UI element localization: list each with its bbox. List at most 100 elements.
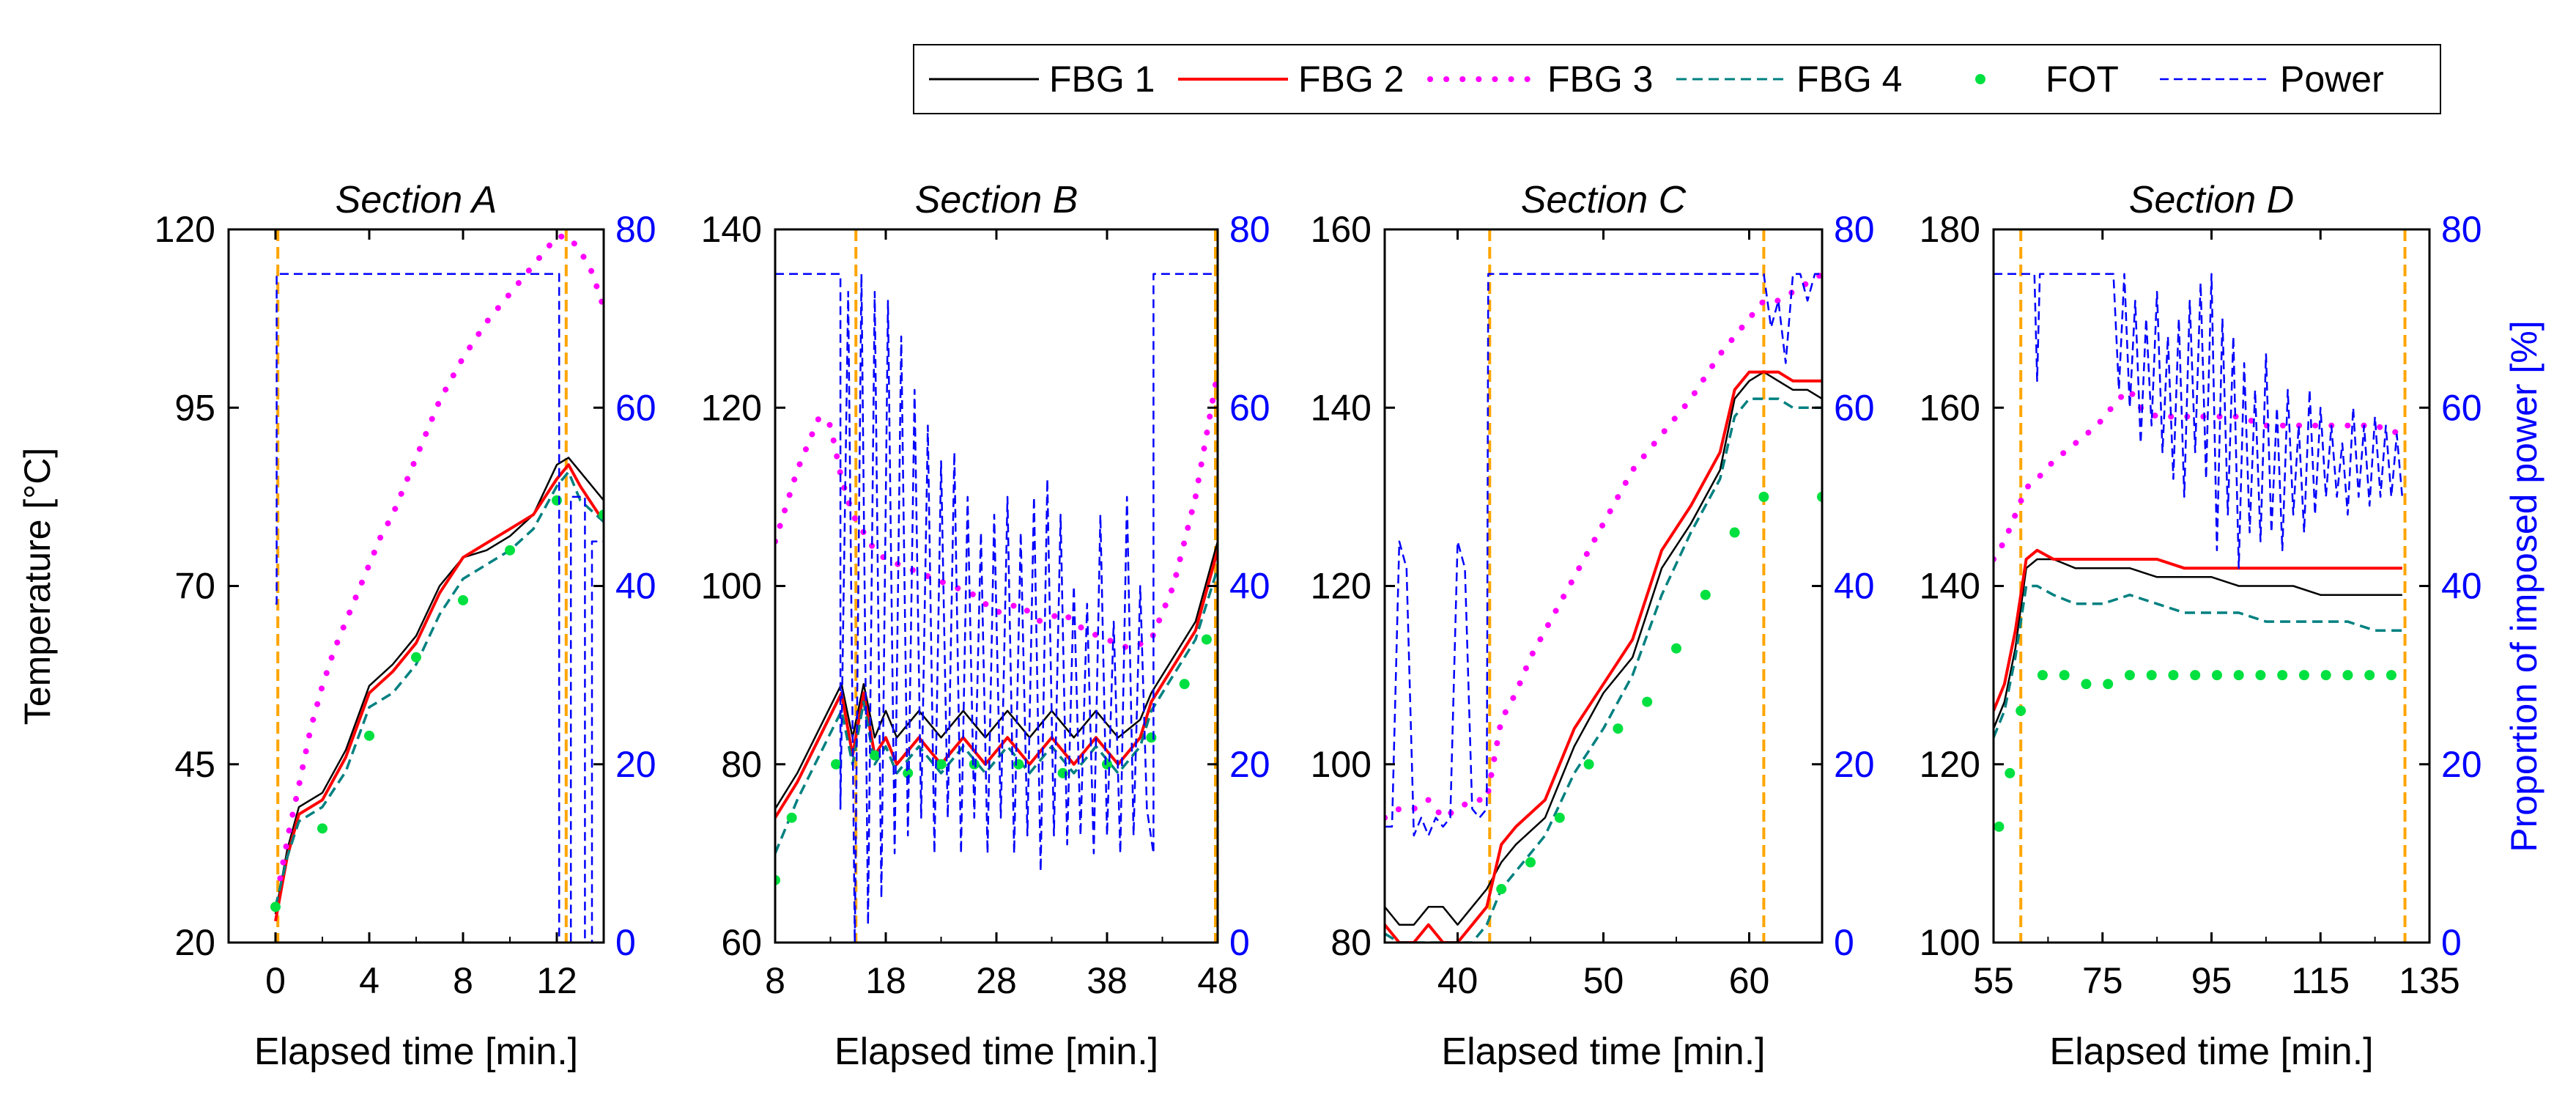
- panel-a-y-tick-label-45: 45: [174, 744, 215, 785]
- panel-a-y-tick-label-70: 70: [174, 566, 215, 607]
- panel-b-fot-point-2: [786, 812, 797, 823]
- panel-d-y2-tick-label-0: 0: [2441, 922, 2462, 963]
- panel-b-fot-point-4: [869, 750, 880, 761]
- panel-d-series-fbg-4: [1994, 584, 2402, 738]
- panel-c-y2-tick-label-80: 80: [1834, 209, 1875, 250]
- panel-c-y2-tick-label-40: 40: [1834, 566, 1875, 607]
- panel-d-y-tick-label-180: 180: [1920, 209, 1980, 250]
- panel-b-y2-tick-label-60: 60: [1229, 387, 1270, 428]
- panel-d-fot-point-6: [2081, 679, 2092, 690]
- panel-c-x-tick-label-50: 50: [1583, 960, 1624, 1001]
- panel-b-y-tick-label-120: 120: [701, 387, 762, 428]
- legend-item-fbg1: FBG 1: [929, 45, 1155, 113]
- panel-b-x-tick-label-8: 8: [765, 960, 785, 1001]
- panel-b-fot-point-11: [1146, 732, 1157, 743]
- panel-d-fot-point-17: [2320, 670, 2331, 681]
- panel-a: Section A 0 4 8 12 20 45 70 95 120 0 20 40 60 80 Elapse…: [155, 179, 656, 1073]
- panel-d-x-tick-label-75: 75: [2082, 960, 2123, 1001]
- panel-c-frame: [1383, 228, 1824, 944]
- panel-d-fot-point-19: [2364, 670, 2375, 681]
- panel-b-y-tick-label-80: 80: [721, 744, 762, 785]
- panel-a-y2-tick-label-80: 80: [615, 209, 656, 250]
- panel-a-y2-tick-label-20: 20: [615, 744, 656, 785]
- panel-a-x-tick-label-4: 4: [359, 960, 380, 1001]
- legend-label-power: Power: [2280, 59, 2384, 100]
- panel-d-fot-point-3: [2016, 705, 2027, 716]
- panel-b-y2-tick-label-80: 80: [1229, 209, 1270, 250]
- panel-c-y-tick-label-80: 80: [1330, 922, 1372, 963]
- panel-a-series-fot: [270, 495, 604, 912]
- panel-b-fot-point-13: [1201, 634, 1212, 645]
- panel-d-fot-point-2: [2005, 767, 2016, 778]
- panel-c-y2-tick-label-0: 0: [1834, 922, 1854, 963]
- panel-b-x-tick-label-28: 28: [976, 960, 1017, 1001]
- panel-a-title: Section A: [336, 179, 497, 221]
- panel-d-frame: [1992, 228, 2431, 944]
- panel-c-fot-point-6: [1642, 696, 1653, 707]
- panel-d-fot-point-8: [2124, 670, 2135, 681]
- panel-b-x-axis-label: Elapsed time [min.]: [834, 1031, 1158, 1073]
- panel-b-fot-point-3: [831, 759, 842, 770]
- panel-b-y2-tick-label-20: 20: [1229, 744, 1270, 785]
- panel-c-fot-point-2: [1525, 857, 1536, 868]
- legend-label-fbg1: FBG 1: [1049, 59, 1155, 100]
- panel-a-fot-point-8: [599, 509, 604, 520]
- panel-d-title: Section D: [2129, 179, 2294, 221]
- panel-a-y-tick-label-20: 20: [174, 922, 215, 963]
- panel-b-plot-area: [775, 229, 1218, 943]
- panel-d-fot-point-20: [2386, 670, 2397, 681]
- panel-d-y2-tick-label-40: 40: [2441, 566, 2482, 607]
- panel-b-fot-point-1: [775, 874, 780, 885]
- panel-d-x-tick-label-55: 55: [1973, 960, 2014, 1001]
- panel-c-fot-point-4: [1583, 759, 1594, 770]
- panel-d-fot-point-13: [2233, 670, 2244, 681]
- panel-b-fot-point-8: [1013, 759, 1024, 770]
- panel-d-fot-point-18: [2342, 670, 2353, 681]
- legend-label-fbg4: FBG 4: [1796, 59, 1903, 100]
- panel-c-series-power: [1385, 273, 1822, 837]
- legend: FBG 1 FBG 2 FBG 3 FBG 4 FOT Power: [913, 44, 2441, 114]
- panel-a-fot-point-1: [270, 902, 281, 912]
- panel-a-fot-point-5: [458, 594, 468, 605]
- panel-d-plot-area: [1994, 229, 2407, 943]
- panel-a-y-tick-label-120: 120: [155, 209, 215, 250]
- legend-item-fbg2: FBG 2: [1178, 45, 1404, 113]
- panel-c-y2-tick-label-20: 20: [1834, 744, 1875, 785]
- panel-c-y-tick-label-140: 140: [1311, 387, 1372, 428]
- panel-b-fot-point-12: [1179, 679, 1190, 690]
- panel-a-series-fbg-1: [274, 457, 604, 915]
- panel-b-y-tick-label-100: 100: [701, 566, 762, 607]
- panel-d-y-tick-label-140: 140: [1920, 566, 1980, 607]
- panel-c-fot-point-9: [1729, 527, 1740, 538]
- panel-c-fot-point-8: [1700, 589, 1711, 600]
- panel-d-fot-point-12: [2211, 670, 2222, 681]
- panel-c-x-tick-label-60: 60: [1729, 960, 1770, 1001]
- panel-b-series-fbg-1: [775, 541, 1218, 810]
- panel-a-fot-point-3: [364, 730, 374, 741]
- panel-a-x-tick-label-12: 12: [536, 960, 577, 1001]
- panel-b-x-tick-label-48: 48: [1197, 960, 1238, 1001]
- panel-b-y2-tick-label-0: 0: [1229, 922, 1250, 963]
- panel-a-plot-area: [270, 229, 604, 943]
- panel-c-y-tick-label-120: 120: [1311, 566, 1372, 607]
- panel-d-x-axis-label: Elapsed time [min.]: [2049, 1031, 2373, 1073]
- legend-swatch-fbg2: [1178, 64, 1288, 94]
- panel-d-y-tick-label-160: 160: [1920, 387, 1980, 428]
- panel-c-plot-area: [1385, 229, 1822, 943]
- panel-d-x-tick-label-135: 135: [2399, 960, 2460, 1001]
- panel-c-title: Section C: [1521, 179, 1687, 221]
- legend-label-fbg3: FBG 3: [1547, 59, 1654, 100]
- panel-c-y2-tick-label-60: 60: [1834, 387, 1875, 428]
- panel-a-series-fbg-4: [274, 471, 604, 907]
- panel-a-fot-point-2: [317, 823, 327, 834]
- y-axis-label-left: Temperature [°C]: [17, 448, 58, 725]
- panel-a-fot-point-6: [505, 545, 515, 556]
- panel-d-y2-tick-label-80: 80: [2441, 209, 2482, 250]
- panel-b-y2-tick-label-40: 40: [1229, 566, 1270, 607]
- panel-c-x-tick-label-40: 40: [1437, 960, 1478, 1001]
- panel-a-x-tick-label-0: 0: [265, 960, 286, 1001]
- panel-d-fot-point-14: [2255, 670, 2266, 681]
- panel-a-series-fbg-3: [277, 233, 604, 882]
- panel-c: Section C 40 50 60 80 100 120 140 160 0 20 40 60 80 El…: [1311, 179, 1875, 1073]
